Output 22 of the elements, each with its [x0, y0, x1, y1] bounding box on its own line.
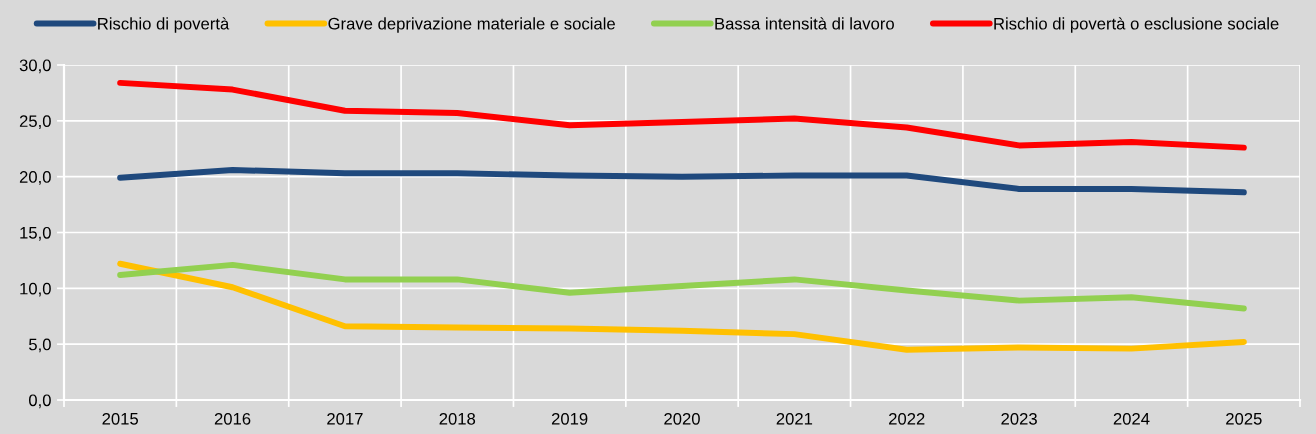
x-tick-label: 2020: [664, 412, 700, 425]
legend-label: Rischio di povertà: [98, 17, 230, 33]
y-tick-label: 0,0: [28, 394, 51, 409]
x-tick-label: 2025: [1226, 412, 1262, 425]
y-tick-label: 25,0: [19, 115, 51, 130]
x-tick-label: 2024: [1113, 412, 1150, 425]
x-tick-label: 2022: [889, 412, 925, 425]
y-tick-label: 5,0: [29, 338, 51, 353]
x-tick-label: 2015: [102, 412, 139, 425]
y-tick-label: 20,0: [19, 171, 51, 185]
x-tick-label: 2017: [327, 412, 363, 425]
x-tick-label: 2021: [776, 412, 813, 425]
y-tick-label: 30,0: [19, 59, 51, 74]
legend-label: Rischio di povertà o esclusione sociale: [994, 17, 1279, 33]
x-tick-label: 2023: [1001, 412, 1037, 425]
x-tick-label: 2016: [214, 412, 251, 425]
y-tick-label: 10,0: [20, 282, 51, 297]
legend-label: Grave deprivazione materiale e sociale: [328, 17, 615, 33]
y-tick-label: 15,0: [20, 226, 51, 241]
x-tick-label: 2018: [439, 412, 476, 425]
legend-label: Bassa intensità di lavoro: [715, 17, 894, 30]
x-tick-label: 2019: [551, 412, 588, 425]
